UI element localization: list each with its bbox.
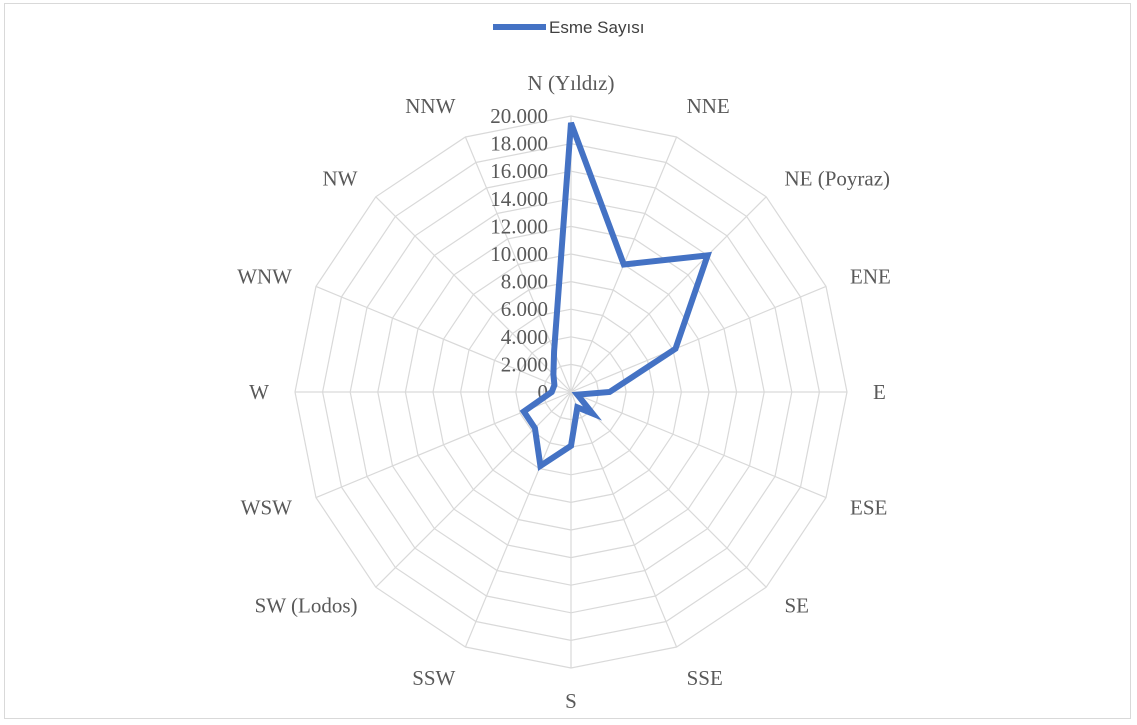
spoke-line: [570, 391, 767, 588]
category-label: WNW: [237, 264, 292, 288]
tick-label: 2.000: [501, 352, 548, 376]
tick-label: 10.000: [490, 242, 548, 266]
tick-label: 4.000: [501, 325, 548, 349]
spoke-line: [315, 285, 572, 393]
category-label: NW: [323, 167, 358, 191]
category-label: NE (Poyraz): [785, 167, 891, 191]
tick-label: 12.000: [490, 214, 548, 238]
category-label: N (Yıldız): [528, 71, 615, 95]
category-label: NNE: [687, 94, 730, 118]
tick-label: 20.000: [490, 104, 548, 128]
category-label: ENE: [850, 264, 891, 288]
category-label: WSW: [241, 496, 293, 520]
legend-label: Esme Sayısı: [549, 18, 644, 37]
tick-label: 18.000: [490, 132, 548, 156]
category-label: SW (Lodos): [255, 594, 358, 618]
chart-area: [4, 3, 1131, 719]
category-label: E: [873, 380, 886, 404]
radial-axis-ticks: 0 2.000 4.000 6.000 8.000 10.000 12.000 14.000 1…: [490, 104, 548, 404]
category-labels: N (Yıldız) NNE NE (Poyraz) ENE E ESE SE SSE S SSW…: [237, 71, 891, 713]
legend: Esme Sayısı: [493, 18, 644, 37]
category-label: ESE: [850, 496, 887, 520]
category-label: SE: [785, 594, 810, 618]
series-line: [519, 121, 712, 471]
spoke-line: [570, 196, 767, 393]
category-label: SSE: [687, 666, 723, 690]
spoke-line: [570, 391, 678, 648]
spoke-line: [375, 196, 572, 393]
tick-label: 8.000: [501, 270, 548, 294]
category-label: SSW: [412, 666, 455, 690]
spoke-line: [464, 391, 572, 648]
series-layer: [519, 121, 712, 471]
category-label: NNW: [405, 94, 455, 118]
spoke-line: [375, 391, 572, 588]
radar-grid: [294, 115, 848, 669]
category-label: W: [249, 380, 269, 404]
spoke-line: [570, 391, 827, 499]
tick-label: 6.000: [501, 297, 548, 321]
category-label: S: [565, 689, 577, 713]
tick-label: 16.000: [490, 159, 548, 183]
tick-label: 0: [538, 380, 549, 404]
spoke-line: [570, 285, 827, 393]
tick-label: 14.000: [490, 187, 548, 211]
